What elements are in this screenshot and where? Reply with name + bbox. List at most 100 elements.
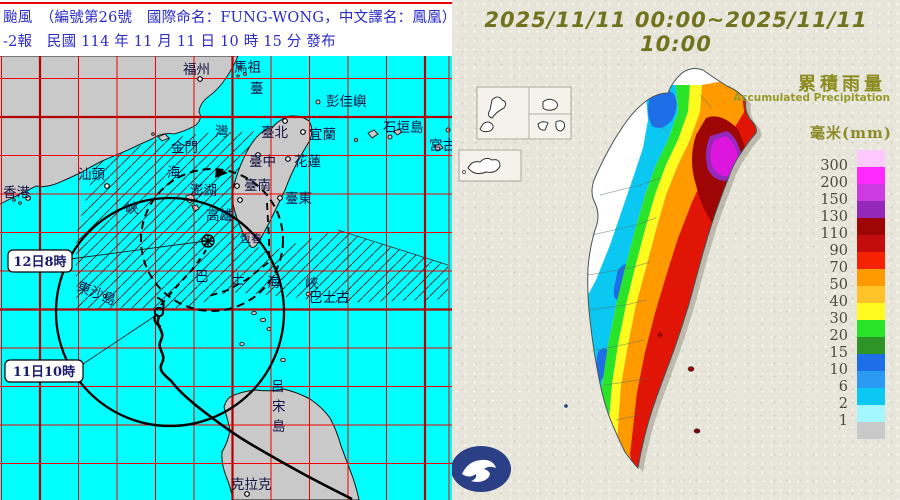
legend-color-block-1 — [857, 167, 885, 184]
forecast-circle-dashed — [140, 168, 284, 312]
map-label-bashi-2: 士 — [231, 272, 245, 288]
legend-title-en: Accumulated Precipitation — [733, 92, 890, 104]
typhoon-past-track — [156, 316, 353, 500]
warning-boundary-dashed — [205, 202, 270, 298]
map-label-basco: 巴士古 — [309, 290, 350, 306]
map-label-yilan: 宜蘭 — [309, 127, 336, 143]
callout-current-time-label: 11日10時 — [13, 364, 75, 380]
legend-value-70: 70 — [829, 260, 848, 276]
legend-value-20: 20 — [829, 328, 848, 344]
map-label-hengchun: 恆春 — [240, 231, 262, 245]
warning-area-boundary-line — [337, 229, 449, 266]
callout-forecast-time: 12日8時 — [7, 249, 73, 273]
track-map: 12日8時 11日10時 福州 馬祖 彭佳嶼 臺北 宜蘭 石垣島 宮古 花蓮 臺… — [0, 56, 452, 500]
station-markers — [25, 76, 306, 497]
map-label-strait-2: 灣 — [215, 124, 229, 140]
typhoon-symbol — [153, 296, 165, 328]
legend-value-6: 6 — [838, 379, 848, 395]
map-label-pengjia: 彭佳嶼 — [326, 94, 367, 110]
legend-color-block-12 — [857, 354, 885, 371]
legend-color-block-8 — [857, 286, 885, 303]
movement-arrowhead — [215, 168, 228, 178]
map-label-matsu: 馬祖 — [234, 60, 261, 76]
map-label-luzon-2: 宋 — [272, 399, 286, 415]
map-label-luzon-1: 呂 — [271, 379, 285, 395]
sea-warning-hatch-area — [76, 131, 448, 310]
taiwan-outline — [587, 68, 757, 470]
grid-lines-thin — [0, 56, 452, 500]
legend-color-block-14 — [857, 388, 885, 405]
legend-color-block-0 — [857, 150, 885, 167]
legend-value-150: 150 — [820, 192, 848, 208]
legend-value-90: 90 — [829, 243, 848, 259]
map-label-shantou: 汕頭 — [78, 167, 105, 183]
legend-color-block-2 — [857, 184, 885, 201]
map-label-ishigaki: 石垣島 — [383, 120, 424, 136]
legend-scale-values: 300 200 150 130 110 90 70 50 40 30 20 15 10 6 2 1 — [800, 150, 852, 450]
map-label-strait-3: 海 — [167, 165, 181, 181]
map-label-fuzhou: 福州 — [183, 62, 210, 78]
map-label-taipei: 臺北 — [261, 125, 288, 141]
legend-color-block-7 — [857, 269, 885, 286]
header-divider — [0, 2, 452, 4]
precipitation-layers — [587, 68, 757, 468]
warning-header: 颱風 （編號第26號 國際命名：FUNG-WONG，中文譯名：鳳凰） -2報 民… — [3, 6, 457, 54]
grid-lines-thick — [0, 56, 452, 500]
map-label-miyako: 宮古 — [429, 138, 452, 154]
legend-unit: 毫米(mm) — [810, 124, 892, 142]
legend-value-1: 1 — [838, 413, 848, 429]
legend-value-30: 30 — [829, 311, 848, 327]
map-label-penghu: 澎湖 — [190, 183, 217, 199]
inset-matsu-wuqiu — [476, 86, 572, 140]
legend-color-block-5 — [857, 235, 885, 252]
map-label-kinmen: 金門 — [171, 140, 198, 156]
warning-issued-line: -2報 民國 114 年 11 月 11 日 10 時 15 分 發布 — [3, 34, 336, 50]
offshore-islets — [564, 366, 701, 434]
map-labels: 福州 馬祖 彭佳嶼 臺北 宜蘭 石垣島 宮古 花蓮 臺中 臺南 臺東 高雄 金門… — [3, 60, 452, 493]
map-label-taitung: 臺東 — [285, 191, 312, 207]
cwb-logo — [452, 446, 511, 492]
precipitation-time-range: 2025/11/11 00:00~2025/11/11 10:00 — [484, 8, 868, 56]
map-label-hongkong: 香港 — [3, 185, 30, 201]
map-label-hualien: 花蓮 — [294, 154, 321, 170]
legend-value-300: 300 — [820, 158, 848, 174]
map-label-bashi-4: 峽 — [305, 276, 319, 292]
legend-value-10: 10 — [829, 362, 848, 378]
callout-current-time: 11日10時 — [4, 359, 84, 383]
legend-value-130: 130 — [820, 209, 848, 225]
map-label-luzon-3: 島 — [272, 419, 286, 435]
map-label-clark: 克拉克 — [231, 477, 272, 493]
legend-value-110: 110 — [820, 226, 848, 242]
map-label-bashi-3: 海 — [267, 275, 281, 291]
legend-value-15: 15 — [829, 345, 848, 361]
mainland-china-land — [0, 56, 239, 205]
inset-kinmen — [458, 149, 522, 182]
map-label-taichung: 臺中 — [249, 154, 276, 170]
callout-forecast-time-label: 12日8時 — [13, 254, 66, 270]
legend-color-block-11 — [857, 337, 885, 354]
legend-color-block-16 — [857, 422, 885, 439]
legend-title-zh: 累積雨量 — [798, 74, 886, 95]
map-label-strait-1: 臺 — [250, 81, 264, 97]
legend-color-block-9 — [857, 303, 885, 320]
forecast-track-dashed — [160, 249, 207, 306]
legend-color-block-6 — [857, 252, 885, 269]
legend-value-50: 50 — [829, 277, 848, 293]
legend-color-block-10 — [857, 320, 885, 337]
precipitation-panel: 2025/11/11 00:00~2025/11/11 10:00 — [452, 0, 900, 500]
legend-value-200: 200 — [820, 175, 848, 191]
current-wind-circle — [54, 196, 286, 428]
legend-color-block-13 — [857, 371, 885, 388]
legend-color-block-4 — [857, 218, 885, 235]
taiwan-land — [231, 115, 313, 248]
map-label-tainan: 臺南 — [244, 178, 271, 194]
callout-pointer-lines — [69, 240, 207, 367]
precipitation-map — [452, 68, 762, 492]
warning-title-line: 颱風 （編號第26號 國際命名：FUNG-WONG，中文譯名：鳳凰） — [3, 10, 457, 26]
forecast-position-marker — [201, 234, 215, 248]
typhoon-track-panel: 颱風 （編號第26號 國際命名：FUNG-WONG，中文譯名：鳳凰） -2報 民… — [0, 0, 457, 500]
legend-color-block-15 — [857, 405, 885, 422]
legend-color-block-3 — [857, 201, 885, 218]
map-label-kaohsiung: 高雄 — [206, 207, 233, 224]
